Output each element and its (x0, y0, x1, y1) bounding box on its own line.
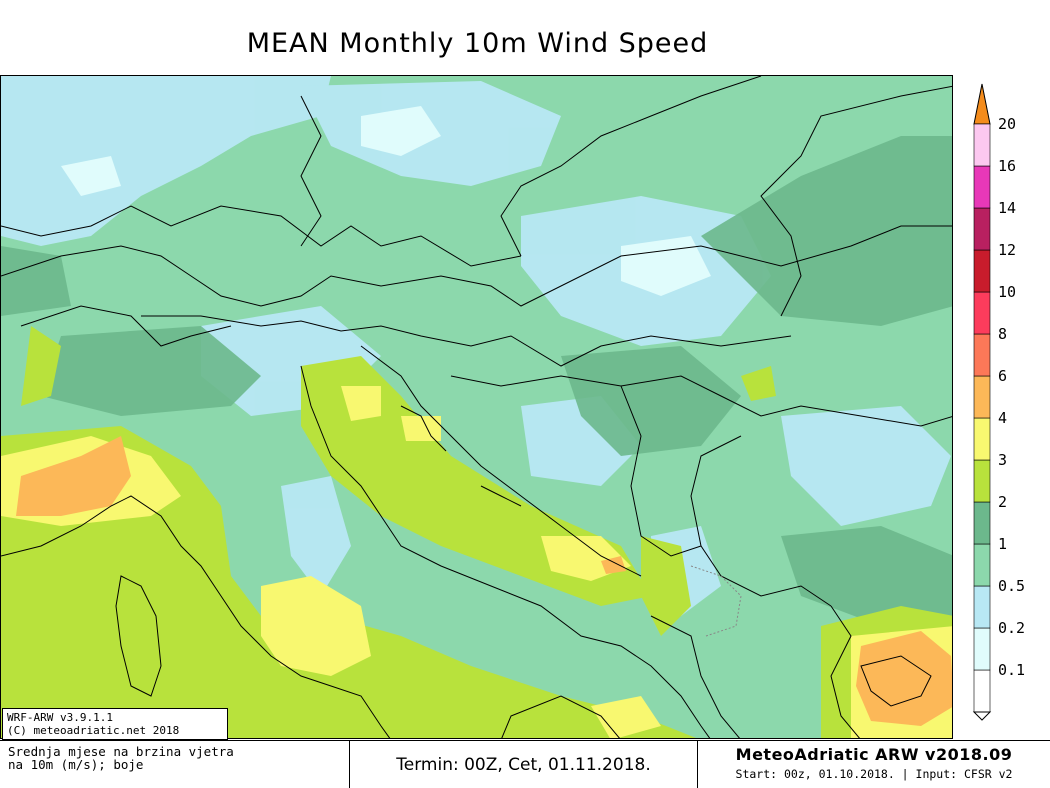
termin-text: Termin: 00Z, Cet, 01.11.2018. (396, 754, 651, 775)
colorbar-segment (973, 627, 991, 671)
model-version: WRF-ARW v3.9.1.1 (7, 711, 113, 724)
model-copyright: (C) meteoadriatic.net 2018 (7, 724, 180, 737)
moderate-wind-areas (1, 136, 952, 636)
colorbar-under-triangle (972, 711, 992, 721)
colorbar-segment (973, 207, 991, 251)
border-dotted (690, 565, 742, 637)
colorbar-segment (973, 417, 991, 461)
footer-description: Srednja mjese na brzina vjetra na 10m (m… (0, 741, 350, 788)
wind-speed-map (0, 75, 953, 739)
colorbar-tick-label: 6 (998, 367, 1007, 385)
strongest-wind-areas (16, 436, 952, 726)
colorbar-tick-label: 16 (998, 157, 1016, 175)
colorbar-tick-label: 20 (998, 115, 1016, 133)
model-info-box: WRF-ARW v3.9.1.1 (C) meteoadriatic.net 2… (2, 708, 228, 740)
colorbar-tick-label: 0.5 (998, 577, 1025, 595)
coastlines (1, 345, 932, 738)
colorbar-segment (973, 501, 991, 545)
colorbar-tick-label: 1 (998, 535, 1007, 553)
start-info: Start: 00z, 01.10.2018. | Input: CFSR v2 (735, 767, 1013, 781)
colorbar-tick-label: 3 (998, 451, 1007, 469)
country-borders (1, 76, 952, 738)
description-line-2: na 10m (m/s); boje (8, 757, 144, 772)
colorbar-segment (973, 333, 991, 377)
colorbar-tick-label: 4 (998, 409, 1007, 427)
colorbar-segment (973, 165, 991, 209)
colorbar-tick-label: 12 (998, 241, 1016, 259)
colorbar-tick-label: 0.1 (998, 661, 1025, 679)
colorbar-tick-label: 10 (998, 283, 1016, 301)
footer-termin: Termin: 00Z, Cet, 01.11.2018. (350, 741, 698, 788)
colorbar-tick-label: 0.2 (998, 619, 1025, 637)
very-calm-wind-areas (61, 106, 711, 296)
colorbar-segment (973, 123, 991, 167)
colorbar-segment (973, 585, 991, 629)
colorbar-segment (973, 291, 991, 335)
footer-brand: MeteoAdriatic ARW v2018.09 Start: 00z, 0… (698, 741, 1050, 788)
colorbar-segment (973, 543, 991, 587)
colorbar-segment (973, 459, 991, 503)
footer-bar: Srednja mjese na brzina vjetra na 10m (m… (0, 740, 1050, 788)
colorbar-tick-label: 8 (998, 325, 1007, 343)
colorbar-segment (973, 669, 991, 713)
description-line-1: Srednja mjese na brzina vjetra (8, 744, 234, 759)
colorbar-tick-label: 14 (998, 199, 1016, 217)
brand-title: MeteoAdriatic ARW v2018.09 (735, 745, 1013, 764)
colorbar-segment (973, 375, 991, 419)
colorbar-tick-label: 2 (998, 493, 1007, 511)
wind-speed-colorbar: 0.1 0.2 0.5 1 2 3 4 6 8 10 12 14 16 20 (960, 82, 1050, 722)
map-title: MEAN Monthly 10m Wind Speed (246, 28, 709, 59)
colorbar-segment (973, 249, 991, 293)
colorbar-over-triangle (973, 83, 991, 125)
